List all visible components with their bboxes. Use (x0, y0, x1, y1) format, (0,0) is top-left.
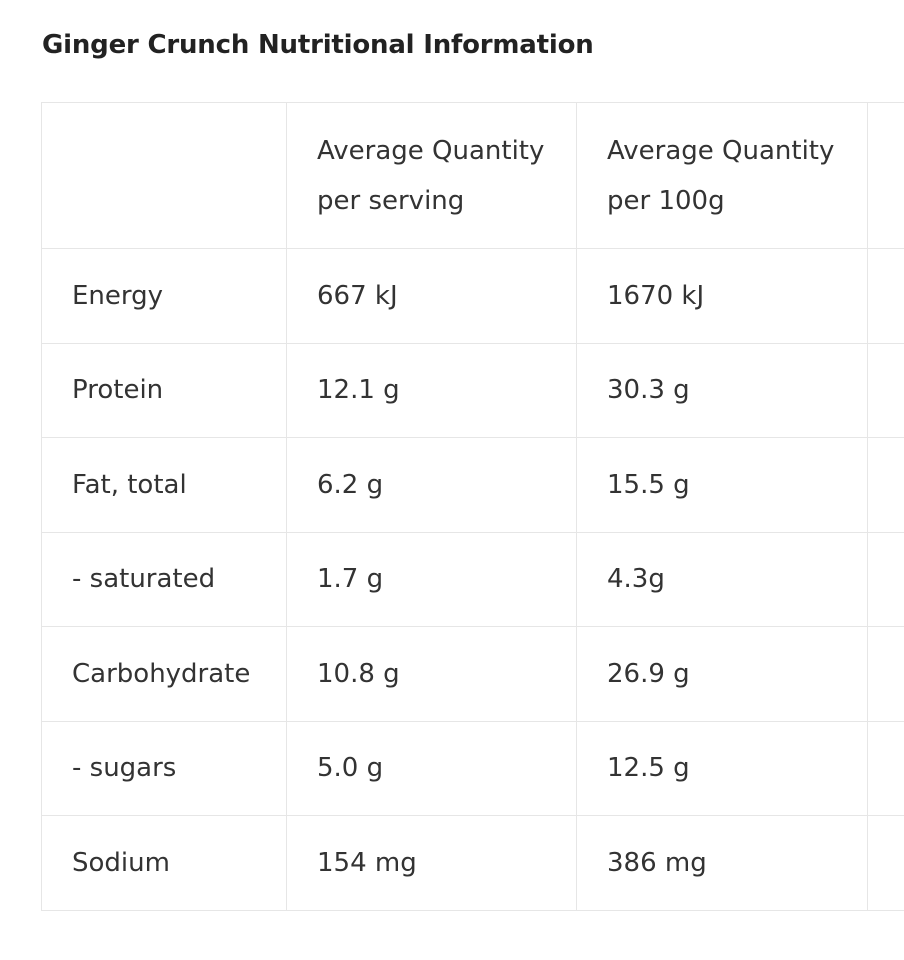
nutrient-label: Protein (41, 342, 287, 438)
per-100g-value: 4.3g (576, 531, 868, 627)
table-row: Carbohydrate 10.8 g 26.9 g (41, 626, 904, 722)
nutrient-label: - saturated (41, 531, 287, 627)
page-title: Ginger Crunch Nutritional Information (42, 30, 594, 60)
per-100g-value: 1670 kJ (576, 248, 868, 344)
per-100g-value: 386 mg (576, 815, 868, 911)
nutrition-table-container: Average Quantity per serving Average Qua… (41, 102, 904, 912)
nutrient-label: - sugars (41, 720, 287, 816)
per-serving-value: 10.8 g (286, 626, 577, 722)
nutrient-label: Carbohydrate (41, 626, 287, 722)
table-row: - saturated 1.7 g 4.3g (41, 531, 904, 627)
per-100g-value: 12.5 g (576, 720, 868, 816)
nutrient-label: Energy (41, 248, 287, 344)
table-header-row: Average Quantity per serving Average Qua… (41, 102, 904, 249)
per-serving-value: 6.2 g (286, 437, 577, 533)
table-row: Fat, total 6.2 g 15.5 g (41, 437, 904, 533)
nutrient-label: Fat, total (41, 437, 287, 533)
table-row: Sodium 154 mg 386 mg (41, 815, 904, 911)
table-row: - sugars 5.0 g 12.5 g (41, 720, 904, 816)
extra-cell (867, 815, 904, 911)
header-text: Average Quantity (607, 135, 835, 166)
per-100g-value: 15.5 g (576, 437, 868, 533)
extra-cell (867, 531, 904, 627)
per-100g-value: 30.3 g (576, 342, 868, 438)
extra-cell (867, 342, 904, 438)
per-serving-value: 154 mg (286, 815, 577, 911)
table-row: Protein 12.1 g 30.3 g (41, 342, 904, 438)
extra-cell (867, 437, 904, 533)
per-serving-value: 667 kJ (286, 248, 577, 344)
extra-cell (867, 248, 904, 344)
extra-cell (867, 626, 904, 722)
header-text: per 100g (607, 185, 725, 216)
per-serving-value: 5.0 g (286, 720, 577, 816)
header-cell-per-serving: Average Quantity per serving (286, 102, 577, 249)
per-serving-value: 1.7 g (286, 531, 577, 627)
header-cell-extra (867, 102, 904, 249)
nutrient-label: Sodium (41, 815, 287, 911)
per-serving-value: 12.1 g (286, 342, 577, 438)
per-100g-value: 26.9 g (576, 626, 868, 722)
header-text: per serving (317, 185, 465, 216)
extra-cell (867, 720, 904, 816)
header-cell-per-100g: Average Quantity per 100g (576, 102, 868, 249)
header-text: Average Quantity (317, 135, 545, 166)
nutrition-table: Average Quantity per serving Average Qua… (41, 102, 904, 911)
table-row: Energy 667 kJ 1670 kJ (41, 248, 904, 344)
header-cell-label (41, 102, 287, 249)
